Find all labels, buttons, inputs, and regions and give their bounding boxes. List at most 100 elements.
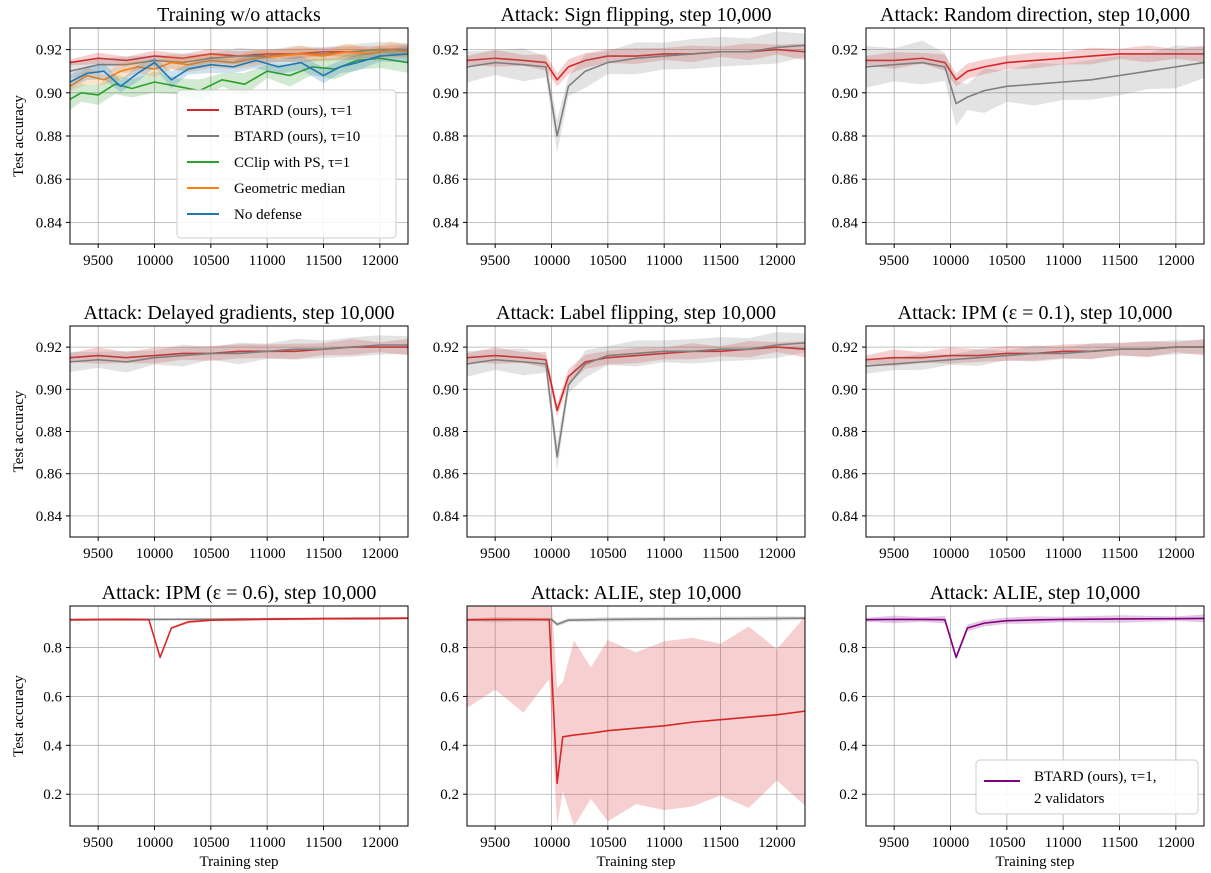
x-tick-label: 11000 [249,835,286,851]
series-line [70,53,408,88]
x-tick-label: 12000 [1157,835,1195,851]
axes-frame [865,605,1205,827]
y-tick-label: 0.86 [832,172,859,188]
chart-title: Attack: IPM (ε = 0.1), step 10,000 [898,302,1173,324]
series-line [866,617,1204,659]
x-tick-label: 10000 [136,253,174,269]
x-tick-label: 11000 [1045,546,1082,562]
x-tick-label: 11000 [1045,253,1082,269]
chart-title: Attack: Sign flipping, step 10,000 [500,4,771,26]
x-tick-label: 11000 [646,835,683,851]
y-axis-label: Test accuracy [11,390,27,472]
legend-entry-line2: 2 validators [1034,791,1105,807]
y-axis-label: Test accuracy [11,95,27,177]
x-tick-label: 9500 [83,835,113,851]
subplot-7: 9500 10000 10500 11000 11500 12000 0.2 0.4 0.6 0.… [11,582,409,870]
x-tick-label: 11500 [1101,835,1138,851]
series-band [467,43,805,87]
x-tick-label: 12000 [758,253,796,269]
grid [467,326,805,537]
x-tick-label: 12000 [361,546,399,562]
y-tick-label: 0.86 [36,172,63,188]
grid [467,606,805,826]
y-tick-label: 0.84 [36,509,63,525]
subplot-2: 9500 10000 10500 11000 11500 12000 0.84 0.86 0.8… [433,4,806,269]
x-tick-label: 10500 [192,835,230,851]
legend-entry: BTARD (ours), τ=10 [234,129,360,145]
series-line [866,346,1204,367]
series-band [70,48,408,111]
series-band [70,45,408,93]
series-line [70,617,408,659]
y-tick-label: 0.88 [433,129,459,145]
series-band [467,606,805,826]
x-tick-label: 11000 [646,253,683,269]
x-tick-label: 10500 [589,835,627,851]
y-tick-label: 0.4 [43,738,62,754]
x-axis-label: Training step [199,854,278,870]
y-tick-label: 0.88 [36,425,62,441]
subplot-9: 9500 10000 10500 11000 11500 12000 0.2 0.4 0.6 0.… [839,582,1205,870]
y-tick-label: 0.92 [36,340,62,356]
x-tick-label: 10000 [136,546,174,562]
x-tick-label: 10000 [932,253,970,269]
y-tick-label: 0.8 [43,641,62,657]
grid [467,28,805,244]
x-tick-label: 11500 [702,835,739,851]
legend: BTARD (ours), τ=1 BTARD (ours), τ=10 CClip… [176,89,397,239]
grid [70,326,408,537]
x-tick-label: 9500 [480,835,510,851]
x-tick-label: 12000 [758,546,796,562]
y-tick-label: 0.90 [832,382,858,398]
y-tick-label: 0.8 [440,641,459,657]
x-tick-label: 10500 [589,253,627,269]
series-band [866,614,1204,661]
subplot-4: 9500 10000 10500 11000 11500 12000 0.84 0.86 0.8… [11,302,409,562]
grid [70,606,408,826]
legend-entry: CClip with PS, τ=1 [234,155,350,171]
y-tick-label: 0.84 [832,215,859,231]
x-tick-label: 11500 [305,835,342,851]
chart-title: Attack: Delayed gradients, step 10,000 [83,302,394,324]
y-tick-label: 0.88 [832,129,858,145]
x-tick-label: 11000 [249,546,286,562]
x-tick-label: 9500 [879,835,909,851]
y-tick-label: 0.88 [433,425,459,441]
y-tick-label: 0.2 [440,787,459,803]
y-tick-label: 0.90 [433,86,459,102]
x-tick-label: 11500 [305,546,342,562]
y-axis-label: Test accuracy [11,675,27,757]
x-tick-label: 11500 [1101,546,1138,562]
y-tick-label: 0.4 [839,738,858,754]
series-line [70,48,408,87]
series-line [866,53,1204,81]
x-tick-label: 9500 [879,546,909,562]
y-tick-label: 0.86 [832,467,859,483]
x-tick-label: 10000 [533,253,571,269]
chart-title: Attack: ALIE, step 10,000 [930,582,1141,604]
axes-frame [69,605,409,827]
series-line [467,44,805,137]
y-tick-label: 0.84 [36,215,63,231]
y-tick-label: 0.90 [36,86,62,102]
series-band [467,31,805,153]
chart-title: Attack: IPM (ε = 0.6), step 10,000 [102,582,377,604]
y-tick-label: 0.4 [440,738,459,754]
legend: BTARD (ours), τ=1, 2 validators [975,759,1199,815]
x-tick-label: 10500 [192,253,230,269]
y-tick-label: 0.6 [440,689,459,705]
x-tick-label: 12000 [361,835,399,851]
y-tick-label: 0.6 [839,689,858,705]
series-band [70,41,408,92]
x-tick-label: 10500 [988,546,1026,562]
y-tick-label: 0.92 [433,340,459,356]
y-tick-label: 0.90 [433,382,459,398]
y-tick-label: 0.92 [433,43,459,59]
y-tick-label: 0.84 [832,509,859,525]
x-tick-label: 12000 [361,253,399,269]
x-tick-label: 11500 [702,546,739,562]
y-tick-label: 0.84 [433,215,460,231]
x-tick-label: 10500 [589,546,627,562]
y-tick-label: 0.92 [832,340,858,356]
grid [866,326,1204,537]
